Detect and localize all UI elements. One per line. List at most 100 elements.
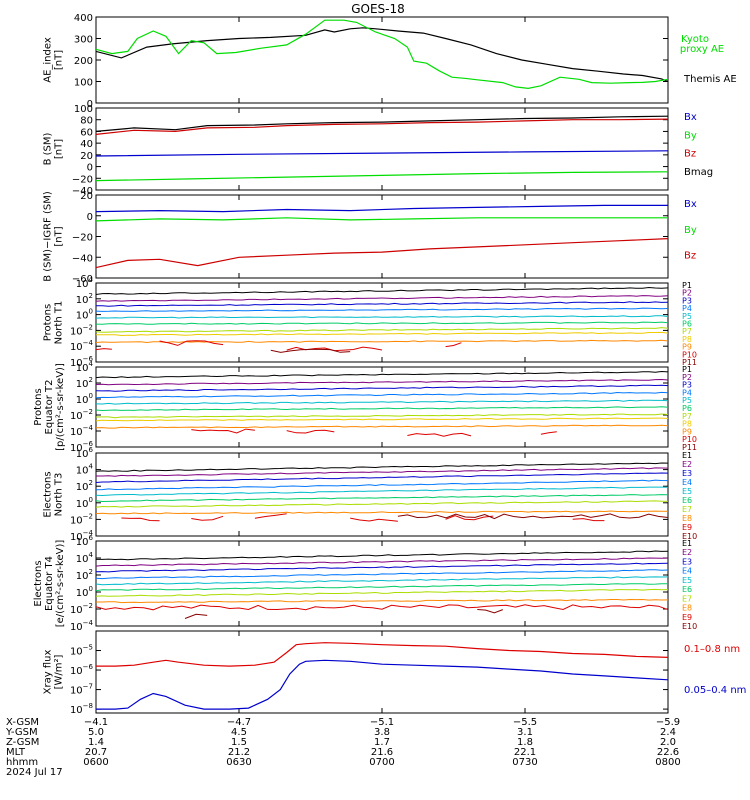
- y-axis-label: [nT]: [54, 139, 65, 159]
- legend-e7: E7: [682, 594, 692, 603]
- legend-p11: P11: [682, 443, 697, 452]
- y-axis-label: Xray flux: [43, 650, 54, 695]
- y-tick-label: 80: [80, 116, 93, 127]
- y-tick-label: −20: [72, 233, 93, 244]
- y-tick-label: 102: [76, 292, 93, 306]
- x-row-value: 0600: [83, 757, 108, 768]
- legend-e10: E10: [682, 532, 697, 541]
- legend-xray-short: 0.05–0.4 nm: [684, 685, 746, 696]
- series-p9: [96, 424, 668, 429]
- legend-by: By: [684, 130, 697, 141]
- x-row-value: 2.0: [660, 737, 676, 748]
- series-0-1-0-8-nm: [96, 642, 668, 667]
- series-p3: [96, 384, 668, 392]
- series-e7: [96, 500, 668, 508]
- x-row-value: −5.9: [656, 717, 680, 728]
- series-e2: [96, 557, 668, 567]
- series-e10-segment: [477, 609, 503, 614]
- series-e9-segment: [445, 515, 494, 521]
- series-group: [96, 204, 668, 269]
- legend-e4: E4: [682, 567, 692, 576]
- y-axis-label: Equator T4: [44, 556, 55, 611]
- y-axis-label: [W/m²]: [54, 654, 65, 689]
- series-p7: [96, 413, 668, 419]
- series-by: [96, 217, 668, 222]
- y-tick-label: 100: [76, 496, 93, 510]
- y-tick-label: 200: [74, 56, 93, 67]
- legend-bx: Bx: [684, 112, 697, 123]
- legend-proxy-ae: proxy AE: [680, 44, 724, 55]
- y-tick-label: 102: [76, 479, 93, 493]
- legend-e2: E2: [682, 460, 692, 469]
- y-axis-label: [nT]: [54, 50, 65, 70]
- legend-bz: Bz: [684, 251, 696, 262]
- y-tick-label: −40: [72, 186, 93, 197]
- legend-themis-ae: Themis AE: [683, 74, 737, 85]
- series-p9: [96, 339, 668, 344]
- legend-e7: E7: [682, 505, 692, 514]
- y-tick-label: 10−4: [70, 339, 94, 353]
- series-e4: [96, 479, 668, 491]
- series-e8: [96, 510, 668, 515]
- series-e9-segment: [254, 513, 287, 519]
- legend-p7: P7: [682, 412, 692, 421]
- series-p1: [96, 286, 668, 295]
- x-row-value: −4.1: [84, 717, 108, 728]
- x-row-value: 0630: [226, 757, 251, 768]
- series-p8: [96, 331, 668, 337]
- series-e8: [96, 598, 668, 604]
- legend-p3: P3: [682, 296, 692, 305]
- legend-e10: E10: [682, 622, 697, 631]
- series-e7: [96, 588, 668, 597]
- y-axis-label: [p/(cm²-s-sr-keV)]: [55, 363, 66, 451]
- series-p6: [96, 406, 668, 412]
- y-tick-label: 400: [74, 13, 93, 24]
- legend-e1: E1: [682, 451, 692, 460]
- legend-by: By: [684, 225, 697, 236]
- x-row-value: 4.5: [231, 727, 247, 738]
- legend-e6: E6: [682, 585, 692, 594]
- date-label: 2024 Jul 17: [6, 767, 63, 778]
- x-row-value: 1.7: [374, 737, 390, 748]
- series-e9-segment: [96, 604, 668, 611]
- legend-kyoto: Kyoto: [681, 34, 709, 45]
- series-p10-segment: [96, 348, 112, 351]
- series-p2: [96, 378, 668, 386]
- legend-p8: P8: [682, 335, 692, 344]
- series-p10-segment: [191, 428, 255, 434]
- legend-p4: P4: [682, 388, 692, 397]
- legend-p10: P10: [682, 350, 697, 359]
- x-row-value: 1.5: [231, 737, 247, 748]
- series-e9-segment: [121, 517, 160, 522]
- series-group: [96, 115, 668, 182]
- panel-electrons_t4: 106 104 102 100 10−2 10−4 Electrons Equator T4[…: [33, 534, 697, 633]
- x-row-value: 1.4: [88, 737, 104, 748]
- x-row-value: 22.1: [514, 747, 536, 758]
- y-tick-label: 20: [80, 191, 93, 202]
- y-tick-label: 10−6: [70, 440, 94, 454]
- y-tick-label: 0: [87, 163, 93, 174]
- y-tick-label: −20: [72, 174, 93, 185]
- legend-p5: P5: [682, 312, 692, 321]
- series-e6: [96, 583, 668, 592]
- panel-frame: [95, 366, 669, 448]
- y-tick-label: 0: [87, 99, 93, 110]
- y-tick-label: 10−2: [70, 408, 93, 422]
- legend-p2: P2: [682, 289, 692, 298]
- y-tick-label: 104: [76, 463, 94, 477]
- legend-bx: Bx: [684, 199, 697, 210]
- x-row-value: 2.4: [660, 727, 676, 738]
- series-e5: [96, 486, 668, 497]
- y-axis-label: North T1: [54, 301, 65, 345]
- panel-protons_t2: 104 102 100 10−2 10−4 10−6 Protons Equator T2 [p…: [33, 360, 697, 454]
- legend-e8: E8: [682, 604, 692, 613]
- legend-p11: P11: [682, 358, 697, 367]
- series-kyoto-proxy-ae: [96, 19, 668, 90]
- x-row-value: −5.5: [513, 717, 537, 728]
- series-group: [96, 19, 668, 90]
- y-axis-label: B (SM): [43, 132, 54, 165]
- legend-e5: E5: [682, 487, 692, 496]
- series-p8: [96, 417, 668, 422]
- y-tick-label: 10−4: [70, 619, 94, 633]
